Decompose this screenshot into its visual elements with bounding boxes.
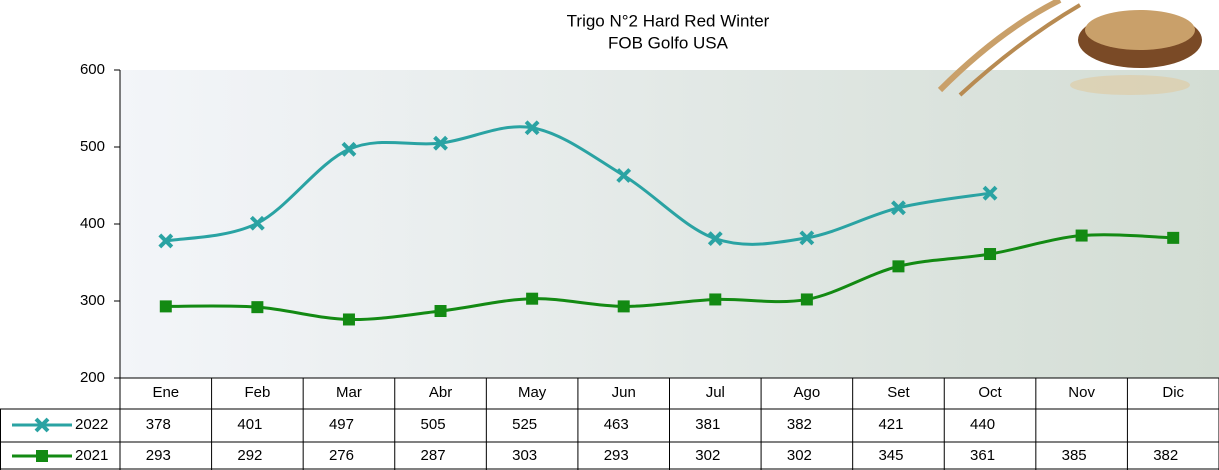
y-tick-label: 600 (80, 61, 105, 78)
table-cell: 385 (1062, 447, 1087, 464)
y-tick-label: 400 (80, 215, 105, 232)
table-cell: 287 (421, 447, 446, 464)
x-tick-label: Feb (244, 384, 270, 401)
x-tick-label: Abr (429, 384, 452, 401)
table-cell: 525 (512, 416, 537, 433)
y-tick-label: 500 (80, 138, 105, 155)
plot-background (120, 70, 1219, 378)
table-cell: 382 (787, 416, 812, 433)
marker (343, 313, 355, 325)
table-cell: 302 (695, 447, 720, 464)
table-cell: 378 (146, 416, 171, 433)
table-cell: 361 (970, 447, 995, 464)
marker (801, 293, 813, 305)
chart: Trigo N°2 Hard Red Winter FOB Golfo USA … (0, 0, 1219, 470)
table-cell: 381 (695, 416, 720, 433)
table-cell: 440 (970, 416, 995, 433)
table-cell: 421 (878, 416, 903, 433)
marker (1167, 232, 1179, 244)
marker (36, 450, 48, 462)
marker (892, 260, 904, 272)
x-tick-label: Ene (152, 384, 179, 401)
legend-label: 2022 (75, 416, 108, 433)
x-tick-label: Oct (978, 384, 1002, 401)
y-tick-label: 300 (80, 292, 105, 309)
x-tick-label: Nov (1068, 384, 1095, 401)
x-tick-label: Dic (1162, 384, 1184, 401)
table-cell: 276 (329, 447, 354, 464)
table-cell: 293 (146, 447, 171, 464)
x-tick-label: Jul (706, 384, 725, 401)
x-tick-label: Set (887, 384, 910, 401)
marker (984, 248, 996, 260)
chart-subtitle: FOB Golfo USA (608, 33, 729, 52)
table-cell: 302 (787, 447, 812, 464)
x-tick-label: May (518, 384, 547, 401)
y-tick-label: 200 (80, 369, 105, 386)
marker (618, 300, 630, 312)
table-cell: 401 (237, 416, 262, 433)
table-cell: 497 (329, 416, 354, 433)
table-cell: 463 (604, 416, 629, 433)
marker (435, 305, 447, 317)
marker (709, 293, 721, 305)
legend-label: 2021 (75, 447, 108, 464)
table-cell: 382 (1153, 447, 1178, 464)
x-tick-label: Jun (612, 384, 636, 401)
table-cell: 505 (421, 416, 446, 433)
table-cell: 303 (512, 447, 537, 464)
marker (526, 293, 538, 305)
x-tick-label: Ago (794, 384, 821, 401)
table-cell: 345 (878, 447, 903, 464)
chart-title: Trigo N°2 Hard Red Winter (567, 11, 770, 30)
table-cell: 293 (604, 447, 629, 464)
marker (251, 301, 263, 313)
marker (160, 300, 172, 312)
table-cell: 292 (237, 447, 262, 464)
marker (1076, 230, 1088, 242)
x-tick-label: Mar (336, 384, 362, 401)
